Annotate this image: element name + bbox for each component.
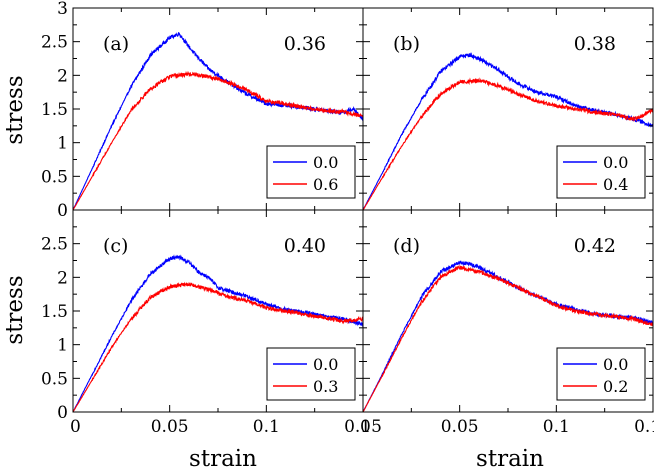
panel-label: (d) <box>393 235 420 257</box>
x-tick-label: 0.05 <box>441 417 479 437</box>
panel-label: (c) <box>103 235 128 257</box>
legend-entry-label: 0.4 <box>603 175 628 194</box>
y-tick-label: 0.5 <box>41 369 68 389</box>
panel-label: (a) <box>103 33 129 55</box>
panel-label: (b) <box>393 33 420 55</box>
series-line-red <box>73 70 363 210</box>
y-tick-label: 2.5 <box>41 235 68 255</box>
legend-box <box>266 347 356 401</box>
y-tick-label: 1.5 <box>41 302 68 322</box>
x-tick-label: 0.15 <box>634 417 654 437</box>
y-tick-label: 1.5 <box>41 100 68 120</box>
panel-value: 0.38 <box>574 33 616 55</box>
legend-entry-label: 0.3 <box>313 377 338 396</box>
x-axis-title-right: strain <box>476 446 544 470</box>
x-tick-label: 0.05 <box>151 417 189 437</box>
panel-c: 0 0.5 1 1.5 2 2.5 (c) 0.40 0.0 0.3 0 0.05 0.1 0.15 <box>41 209 382 437</box>
panel-value: 0.40 <box>284 235 326 257</box>
legend-entry-label: 0.6 <box>313 175 338 194</box>
legend-entry-label: 0.0 <box>313 153 338 172</box>
y-tick-label: 2 <box>57 268 68 288</box>
panel-d: (d) 0.42 0.0 0.2 0 0.05 0.1 0.15 <box>360 209 654 437</box>
y-tick-label: 0.5 <box>41 167 68 187</box>
x-tick-label: 0.1 <box>543 417 570 437</box>
y-axis-title-bottom: stress <box>2 275 28 344</box>
y-tick-label: 3 <box>57 0 68 19</box>
series-line-blue <box>73 254 363 412</box>
y-axis-title-top: stress <box>2 75 28 144</box>
legend-box <box>556 347 646 401</box>
y-tick-label: 0 <box>57 403 68 423</box>
series-line-red <box>363 77 653 210</box>
series-line-red <box>73 281 363 412</box>
y-tick-label: 1 <box>57 134 68 154</box>
x-tick-label: 0 <box>360 417 371 437</box>
panel-a: 0 0.5 1 1.5 2 2.5 3 (a) 0.36 0.0 0.6 <box>41 0 364 221</box>
legend-entry-label: 0.0 <box>603 355 628 374</box>
legend-entry-label: 0.2 <box>603 377 628 396</box>
y-tick-label: 0 <box>57 201 68 221</box>
panel-value: 0.42 <box>574 235 616 257</box>
y-tick-label: 1 <box>57 336 68 356</box>
y-tick-label: 2 <box>57 66 68 86</box>
y-tick-label: 2.5 <box>41 33 68 53</box>
x-tick-label: 0.15 <box>344 417 382 437</box>
series-line-red <box>363 264 653 412</box>
legend-entry-label: 0.0 <box>313 355 338 374</box>
x-axis-title-left: strain <box>189 446 257 470</box>
legend-box <box>556 145 646 199</box>
legend-box <box>266 145 356 199</box>
panel-value: 0.36 <box>284 33 326 55</box>
panel-b: (b) 0.38 0.0 0.4 <box>362 7 654 211</box>
x-tick-label: 0 <box>70 417 81 437</box>
x-tick-label: 0.1 <box>253 417 280 437</box>
legend-entry-label: 0.0 <box>603 153 628 172</box>
